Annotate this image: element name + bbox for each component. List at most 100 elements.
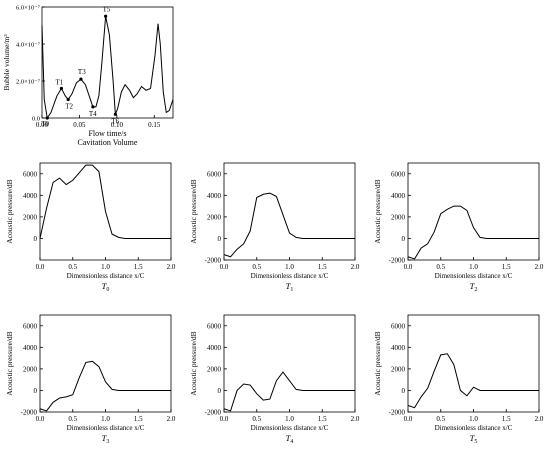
- p0-xtick-label: 1.0: [101, 263, 110, 271]
- p5-ytick-label: 6000: [391, 322, 406, 330]
- p2-ytick-label: 2000: [391, 213, 406, 221]
- volume-marker-T1: [59, 86, 64, 90]
- p1-xtick-label: 1.5: [318, 263, 327, 271]
- p1-xtick-label: 1.0: [285, 263, 294, 271]
- p1-series-line: [223, 192, 355, 258]
- p2-title: T2: [470, 281, 478, 293]
- volume-ytick-label: 0.0: [32, 116, 40, 123]
- p0-title: T0: [102, 281, 110, 293]
- p0-series-line: [39, 164, 171, 239]
- p0-xlabel: Dimensionless distance x/C: [67, 272, 145, 280]
- p1-ylabel: Acoustic pressure/dB: [189, 179, 198, 243]
- p2-xtick-label: 0.0: [404, 263, 413, 271]
- p4-xtick-label: 0.0: [220, 415, 229, 423]
- p2-xlabel: Dimensionless distance x/C: [435, 272, 513, 280]
- p2-series-line: [407, 205, 539, 260]
- volume-marker-label-T0: T0: [41, 120, 49, 128]
- p5-xtick-label: 0.0: [404, 415, 413, 423]
- p4-xtick-label: 1.0: [285, 415, 294, 423]
- p4-xtick-label: 2.0: [351, 415, 360, 423]
- p5-title: T5: [470, 433, 478, 445]
- p1-xlabel: Dimensionless distance x/C: [251, 272, 329, 280]
- p4-xlabel: Dimensionless distance x/C: [251, 424, 329, 432]
- volume-marker-T6: [113, 112, 117, 116]
- p1-ytick-label: 6000: [207, 170, 222, 178]
- p2-xtick-label: 1.0: [469, 263, 478, 271]
- volume-marker-label-T2: T2: [65, 103, 73, 111]
- p3-xtick-label: 2.0: [167, 415, 176, 423]
- p4-title: T4: [286, 433, 294, 445]
- p4-xtick-label: 0.5: [252, 415, 261, 423]
- p0-ylabel: Acoustic pressure/dB: [5, 179, 14, 243]
- p4-ytick-label: 6000: [207, 322, 222, 330]
- p1-xtick-label: 0.0: [220, 263, 229, 271]
- p4-ytick-label: 2000: [207, 365, 222, 373]
- p5-ytick-label: 0: [402, 387, 406, 395]
- p2-ytick-label: -2000: [389, 257, 406, 265]
- p0-xtick-label: 1.5: [134, 263, 143, 271]
- volume-marker-T4: [91, 105, 95, 109]
- p3-chart: 0.0 0.5 1.0 1.5 2.0 -2000 0 2000 4000 6000 Dimensi…: [5, 314, 176, 445]
- p5-xtick-label: 2.0: [535, 415, 544, 423]
- p3-xtick-label: 1.0: [101, 415, 110, 423]
- volume-xtick-label: 0.00: [36, 121, 49, 129]
- p4-frame: [223, 314, 356, 413]
- p5-xtick-label: 1.0: [469, 415, 478, 423]
- p5-ytick-label: -2000: [389, 409, 406, 417]
- p1-frame: [223, 162, 356, 261]
- p4-ytick-label: -2000: [205, 409, 222, 417]
- p5-series-line: [407, 353, 539, 409]
- volume-xlabel: Flow time/s: [88, 129, 126, 138]
- volume-marker-T3: [79, 77, 83, 81]
- p3-xtick-label: 1.5: [134, 415, 143, 423]
- p2-xtick-label: 2.0: [535, 263, 544, 271]
- p3-xlabel: Dimensionless distance x/C: [67, 424, 145, 432]
- p2-ytick-label: 6000: [391, 170, 406, 178]
- p5-ylabel: Acoustic pressure/dB: [373, 331, 382, 395]
- p5-xlabel: Dimensionless distance x/C: [435, 424, 513, 432]
- p4-series-line: [223, 371, 355, 412]
- p5-ytick-label: 4000: [391, 344, 406, 352]
- volume-ylabel: Bubble volume/m³: [2, 34, 11, 91]
- p3-frame: [39, 314, 172, 413]
- volume-xtick-label: 0.15: [148, 121, 161, 129]
- p1-ytick-label: 0: [218, 235, 222, 243]
- p3-ytick-label: -2000: [21, 409, 38, 417]
- p0-xtick-label: 2.0: [167, 263, 176, 271]
- volume-series-line: [41, 16, 174, 120]
- p3-ytick-label: 4000: [23, 344, 38, 352]
- p2-xtick-label: 0.5: [436, 263, 445, 271]
- volume-xtick-label: 0.10: [111, 121, 124, 129]
- p1-xtick-label: 0.5: [252, 263, 261, 271]
- volume-ytick-label: 4.0×10⁻⁷: [16, 42, 40, 49]
- p5-frame: [407, 314, 540, 413]
- volume-title: Cavitation Volume: [78, 138, 138, 147]
- p4-xtick-label: 1.5: [318, 415, 327, 423]
- p3-ylabel: Acoustic pressure/dB: [5, 331, 14, 395]
- p0-xtick-label: 0.5: [68, 263, 77, 271]
- p2-frame: [407, 162, 540, 261]
- p1-chart: 0.0 0.5 1.0 1.5 2.0 -2000 0 2000 4000 6000 Dimensi…: [189, 162, 360, 293]
- volume-xtick-label: 0.05: [73, 121, 86, 129]
- p2-ytick-label: 4000: [391, 192, 406, 200]
- volume-ytick-label: 6.0×10⁻⁷: [16, 5, 40, 12]
- p4-ytick-label: 4000: [207, 344, 222, 352]
- volume-marker-label-T4: T4: [89, 110, 97, 118]
- p3-ytick-label: 6000: [23, 322, 38, 330]
- volume-marker-label-T6: T6: [111, 117, 119, 125]
- p2-ytick-label: 0: [402, 235, 406, 243]
- p2-xtick-label: 1.5: [502, 263, 511, 271]
- p3-xtick-label: 0.5: [68, 415, 77, 423]
- volume-marker-label-T1: T1: [55, 78, 63, 86]
- p0-ytick-label: 2000: [23, 213, 38, 221]
- volume-marker-T2: [66, 97, 70, 102]
- p5-ytick-label: 2000: [391, 365, 406, 373]
- p4-ytick-label: 0: [218, 387, 222, 395]
- volume-marker-T5: [104, 14, 108, 18]
- volume-ytick-label: 2.0×10⁻⁷: [16, 79, 40, 86]
- p1-ytick-label: 4000: [207, 192, 222, 200]
- p0-ytick-label: 4000: [23, 192, 38, 200]
- p0-chart: 0.0 0.5 1.0 1.5 2.0 0 2000 4000 6000 Dimensionles…: [5, 162, 176, 293]
- p3-xtick-label: 0.0: [36, 415, 45, 423]
